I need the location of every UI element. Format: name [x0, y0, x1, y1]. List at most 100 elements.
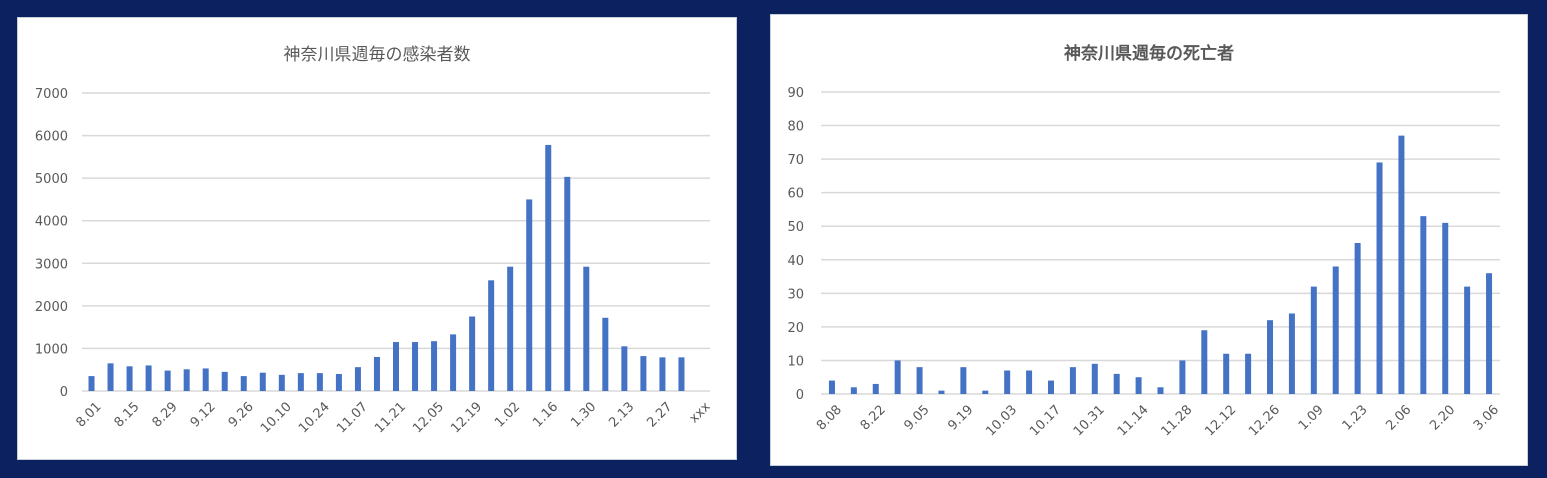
- bar: [960, 367, 967, 394]
- y-tick-label: 4000: [35, 215, 68, 230]
- bar: [202, 368, 209, 391]
- bar: [828, 380, 835, 394]
- bar: [1091, 363, 1098, 394]
- cases-chart-panel: 神奈川県週毎の感染者数 0 1000 2000 3000 4000 5000 6000 700…: [17, 17, 737, 460]
- x-tick-label: 8.15: [112, 399, 143, 430]
- y-tick-label: 0: [60, 385, 68, 400]
- bar: [1157, 387, 1164, 394]
- bar: [916, 367, 923, 394]
- bar: [1376, 162, 1383, 394]
- bar: [678, 357, 685, 391]
- bar: [545, 144, 552, 391]
- y-tick-label: 3000: [35, 257, 68, 272]
- bar: [1179, 360, 1186, 394]
- bar: [1047, 380, 1054, 394]
- y-tick-label: 5000: [35, 172, 68, 187]
- bar: [126, 366, 133, 391]
- x-tick-label: 8.01: [73, 399, 104, 430]
- x-tick-label: 8.22: [858, 402, 889, 433]
- bar: [297, 373, 304, 391]
- bar: [1113, 373, 1120, 394]
- bar: [1026, 370, 1033, 394]
- bar: [335, 373, 342, 391]
- bar: [259, 372, 266, 391]
- y-tick-label: 7000: [35, 87, 68, 102]
- bar: [1223, 353, 1230, 394]
- bar: [1245, 353, 1252, 394]
- x-tick-label: 2.27: [644, 399, 675, 430]
- bar: [221, 371, 228, 391]
- x-tick-label: 2.13: [606, 399, 637, 430]
- bar: [393, 342, 399, 391]
- bar: [316, 373, 323, 391]
- bar: [1069, 367, 1076, 394]
- bar: [450, 334, 457, 391]
- y-tick-label: 6000: [35, 130, 68, 145]
- bar: [1004, 370, 1011, 394]
- bar: [240, 376, 247, 391]
- bar: [373, 356, 380, 391]
- x-tick-label: 10.17: [1027, 402, 1064, 439]
- bar: [872, 383, 879, 394]
- y-tick-label: 20: [787, 321, 804, 336]
- bar: [278, 374, 285, 391]
- x-tick-label: 9.19: [945, 402, 976, 433]
- bar: [1442, 222, 1449, 394]
- bar: [1420, 216, 1427, 394]
- x-tick-label: 1.23: [1340, 402, 1371, 433]
- bar: [526, 199, 533, 391]
- bar: [88, 376, 95, 391]
- y-tick-label: 60: [787, 187, 804, 202]
- x-tick-label: 10.03: [983, 402, 1020, 439]
- chart-title: 神奈川県週毎の感染者数: [283, 45, 471, 65]
- y-tick-label: 2000: [35, 300, 68, 315]
- deaths-chart-panel: 神奈川県週毎の死亡者 0 10 20 30 40 50 60 70 80 90 8.08 8.22 9.…: [770, 14, 1528, 466]
- bar: [583, 266, 590, 391]
- y-tick-label: 30: [787, 287, 804, 302]
- bar: [982, 390, 989, 394]
- bar: [1201, 330, 1208, 394]
- x-tick-label: 1.16: [530, 399, 561, 430]
- x-tick-label: 1.09: [1296, 402, 1327, 433]
- bar: [602, 317, 609, 391]
- bar: [1332, 266, 1339, 394]
- bar: [354, 367, 361, 391]
- y-tick-label: 40: [787, 254, 804, 269]
- y-tick-label: 0: [796, 388, 804, 403]
- x-tick-label: 11.14: [1115, 402, 1152, 439]
- bar: [1354, 243, 1361, 394]
- x-tick-label: 8.29: [150, 399, 181, 430]
- bar: [488, 280, 495, 391]
- y-tick-label: 10: [787, 354, 804, 369]
- y-tick-label: 70: [787, 153, 804, 168]
- bar: [1135, 377, 1142, 394]
- bar: [183, 369, 190, 391]
- x-tick-label: 9.12: [188, 399, 219, 430]
- bar: [1398, 135, 1405, 394]
- x-tick-label: 8.08: [814, 402, 845, 433]
- x-tick-label: 12.12: [1202, 402, 1239, 439]
- bar: [621, 346, 628, 391]
- x-tick-label: 1.30: [568, 399, 599, 430]
- x-tick-label: 9.05: [902, 402, 933, 433]
- x-tick-label: xxx: [687, 399, 714, 426]
- x-tick-label: 10.24: [296, 399, 333, 436]
- x-tick-label: 11.28: [1159, 402, 1196, 439]
- bar: [107, 363, 114, 391]
- bar: [564, 176, 571, 391]
- bar: [1267, 320, 1274, 394]
- bar: [938, 390, 945, 394]
- y-tick-label: 90: [787, 86, 804, 101]
- bar: [659, 357, 666, 391]
- x-tick-label: 10.10: [258, 399, 295, 436]
- x-tick-label: 12.05: [410, 399, 447, 436]
- deaths-chart: 0 10 20 30 40 50 60 70 80 90 8.08 8.22 9.05 9.19 10.03…: [787, 86, 1502, 439]
- x-tick-label: 12.26: [1246, 402, 1283, 439]
- bar: [1310, 286, 1317, 394]
- bar: [850, 387, 857, 394]
- x-tick-label: 2.06: [1383, 402, 1414, 433]
- chart-title: 神奈川県週毎の死亡者: [1064, 44, 1234, 64]
- y-tick-label: 80: [787, 120, 804, 135]
- x-tick-label: 10.31: [1071, 402, 1108, 439]
- bar: [145, 365, 152, 391]
